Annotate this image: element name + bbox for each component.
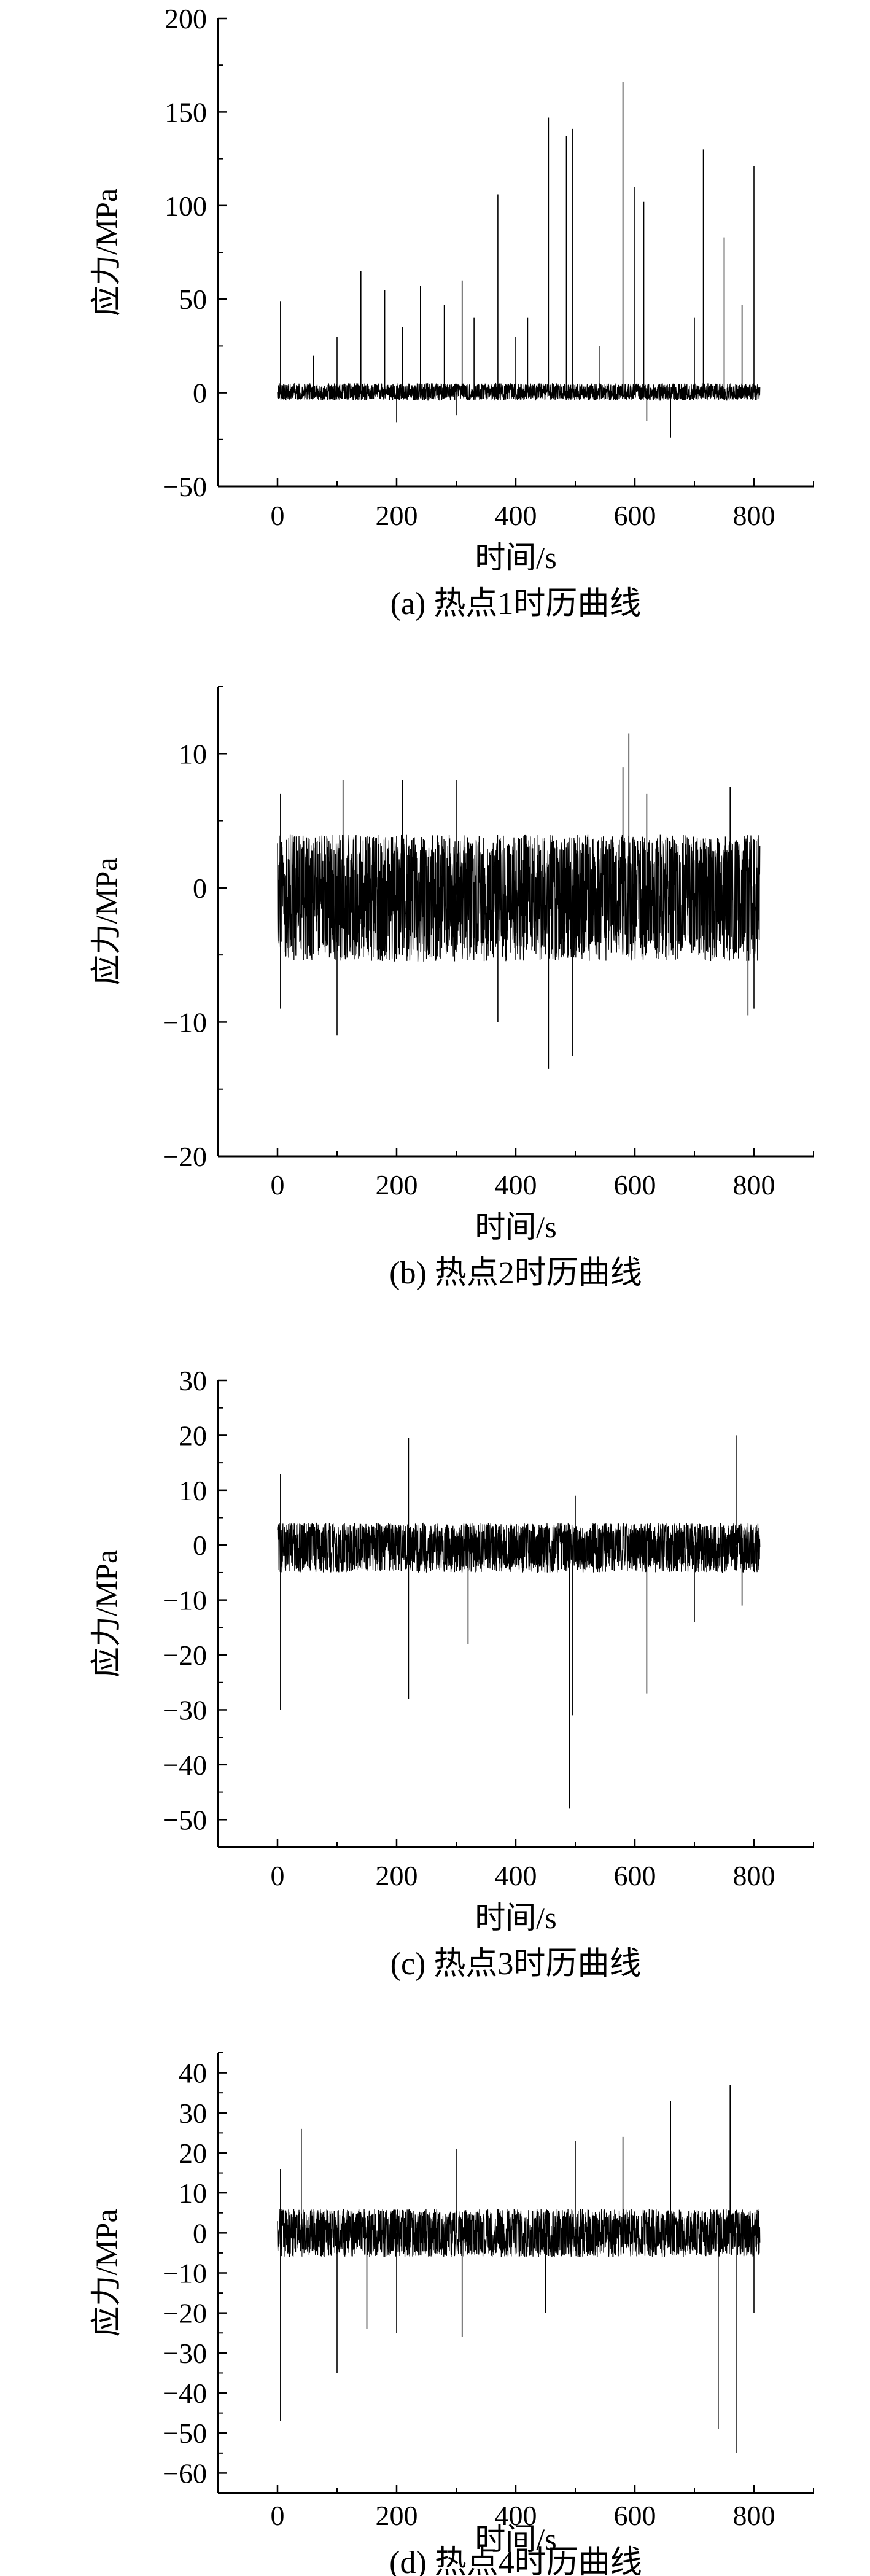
x-tick-label: 0: [271, 2500, 285, 2531]
y-tick-label: 150: [165, 96, 207, 128]
x-tick-label: 800: [733, 1169, 775, 1200]
y-tick-label: −10: [163, 1585, 207, 1616]
x-tick-label: 200: [376, 500, 418, 531]
chart-panel-0: −50 0 50 100 150 200 0 200 400 600 800 应力/MPa 时间/s (a…: [89, 3, 814, 621]
x-tick-label: 200: [376, 2500, 418, 2531]
x-tick-label: 400: [495, 500, 537, 531]
y-tick-label: −20: [163, 1141, 207, 1172]
y-axis-label: 应力/MPa: [89, 189, 123, 316]
x-axis-label: 时间/s: [475, 1901, 556, 1935]
y-tick-label: 10: [179, 2177, 207, 2209]
x-tick-label: 600: [614, 1169, 656, 1200]
chart-caption: (b) 热点2时历曲线: [389, 1256, 642, 1291]
y-tick-label: 20: [179, 2138, 207, 2169]
y-tick-label: 100: [165, 190, 207, 222]
y-tick-label: 40: [179, 2058, 207, 2089]
y-tick-label: 30: [179, 2098, 207, 2129]
x-tick-label: 600: [614, 1860, 656, 1891]
y-tick-label: 0: [193, 1530, 207, 1561]
chart-caption: (a) 热点1时历曲线: [390, 586, 642, 621]
x-tick-label: 800: [733, 500, 775, 531]
y-tick-label: 10: [179, 738, 207, 769]
chart-caption: (c) 热点3时历曲线: [390, 1947, 642, 1982]
series-line: [277, 1522, 761, 1574]
x-tick-label: 800: [733, 2500, 775, 2531]
y-tick-label: −20: [163, 1640, 207, 1671]
x-tick-label: 200: [376, 1860, 418, 1891]
y-tick-label: 200: [165, 3, 207, 34]
y-tick-label: −50: [163, 1804, 207, 1835]
x-tick-label: 400: [495, 2500, 537, 2531]
x-tick-label: 800: [733, 1860, 775, 1891]
x-tick-label: 600: [614, 2500, 656, 2531]
x-tick-label: 600: [614, 500, 656, 531]
y-axis-label: 应力/MPa: [89, 857, 123, 985]
y-tick-label: 50: [179, 284, 207, 315]
y-tick-label: −40: [163, 2378, 207, 2409]
y-tick-label: 0: [193, 2217, 207, 2249]
x-tick-label: 0: [271, 500, 285, 531]
y-tick-label: −50: [163, 2418, 207, 2449]
series-line: [277, 834, 761, 962]
y-axis-label: 应力/MPa: [89, 2209, 123, 2337]
chart-caption: (d) 热点4时历曲线: [389, 2545, 642, 2576]
series-line: [277, 382, 761, 401]
x-axis-label: 时间/s: [475, 1210, 556, 1244]
x-tick-label: 0: [271, 1169, 285, 1200]
y-tick-label: −30: [163, 1694, 207, 1726]
x-axis-label: 时间/s: [475, 540, 556, 575]
y-tick-label: 30: [179, 1365, 207, 1396]
y-tick-label: 20: [179, 1420, 207, 1451]
y-tick-label: −10: [163, 1006, 207, 1038]
y-tick-label: −20: [163, 2298, 207, 2329]
x-tick-label: 0: [271, 1860, 285, 1891]
x-tick-label: 200: [376, 1169, 418, 1200]
x-tick-label: 400: [495, 1169, 537, 1200]
y-tick-label: 0: [193, 873, 207, 904]
y-tick-label: −60: [163, 2457, 207, 2489]
y-axis-label: 应力/MPa: [89, 1550, 123, 1678]
series-line: [277, 2208, 761, 2257]
y-tick-label: −30: [163, 2338, 207, 2369]
chart-panel-2: −50 −40 −30 −20 −10 0 10 20 30 0 200 400 600 800 应力/MP…: [89, 1365, 814, 1982]
y-tick-label: 0: [193, 378, 207, 409]
y-tick-label: −50: [163, 471, 207, 502]
y-tick-label: −10: [163, 2258, 207, 2289]
x-tick-label: 400: [495, 1860, 537, 1891]
y-tick-label: −40: [163, 1749, 207, 1781]
y-tick-label: 10: [179, 1475, 207, 1506]
x-axis-label: 时间/s: [475, 2522, 556, 2556]
